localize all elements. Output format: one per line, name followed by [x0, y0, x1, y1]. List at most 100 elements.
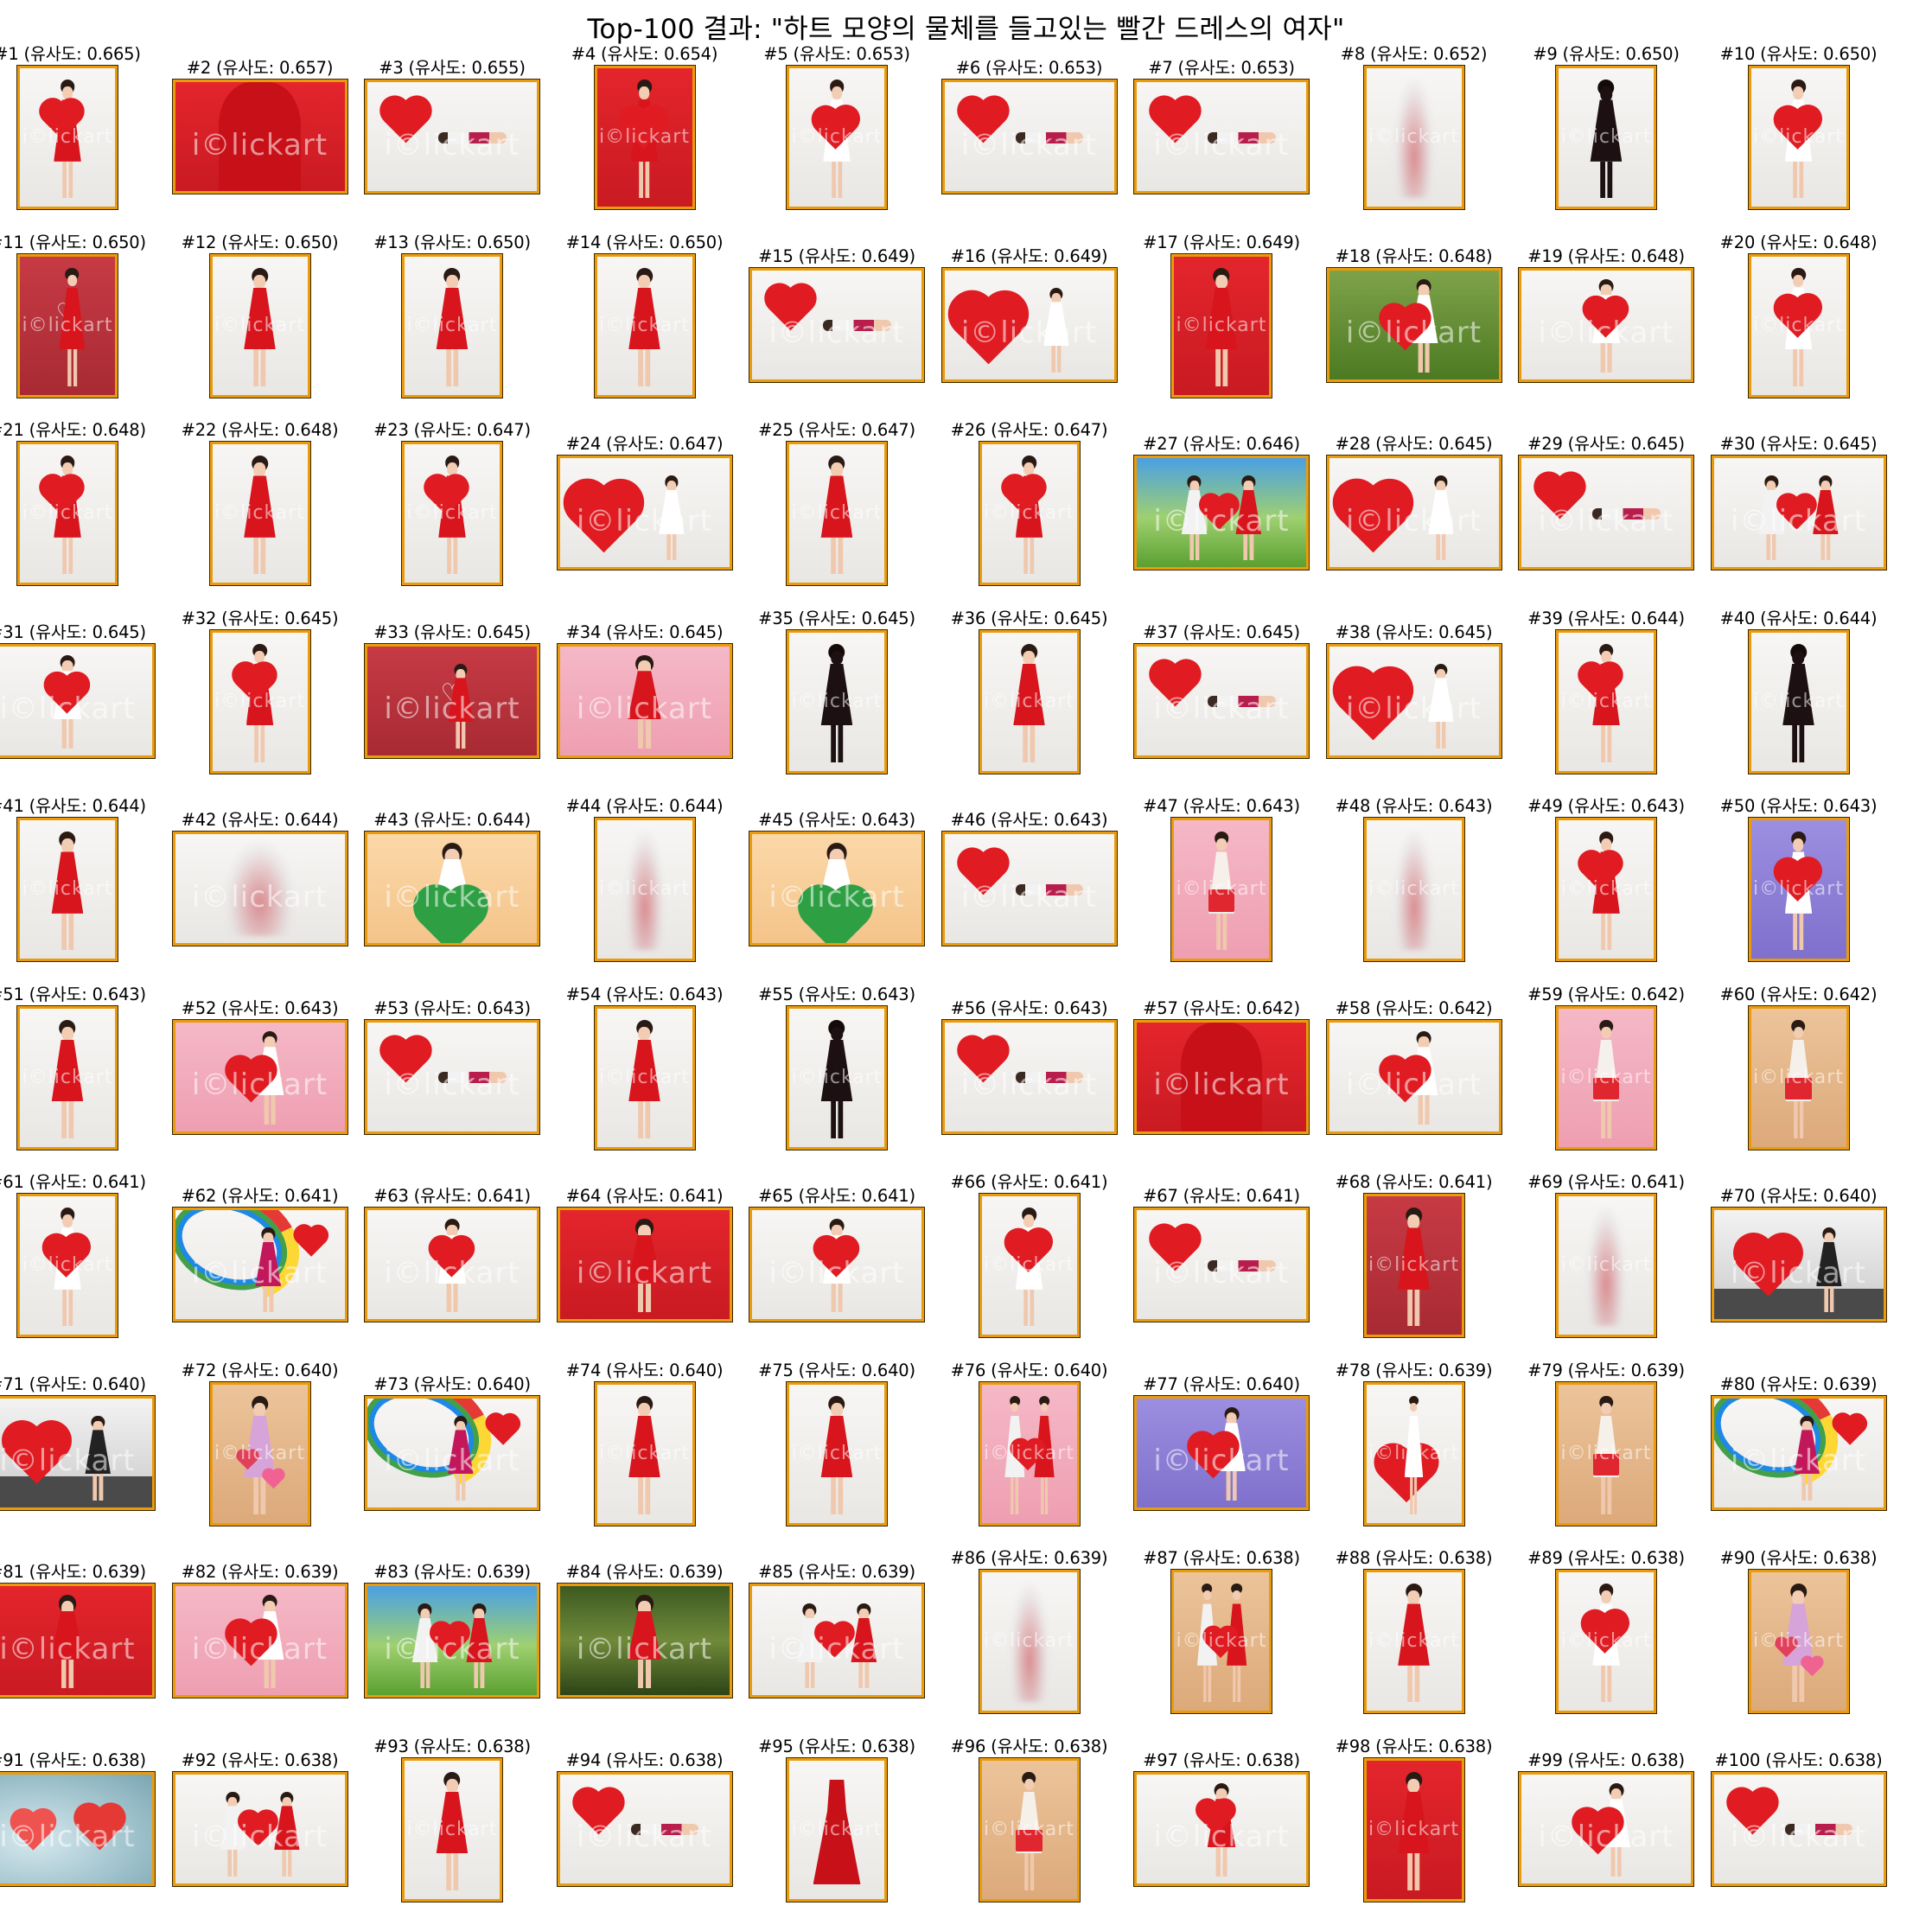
result-thumbnail[interactable]: i©lickart — [171, 1770, 348, 1887]
result-thumbnail[interactable]: i©lickart — [364, 831, 540, 946]
result-thumbnail[interactable]: i©lickart — [208, 441, 311, 586]
result-thumbnail[interactable]: i©lickart — [978, 1193, 1081, 1338]
result-thumbnail[interactable]: i©lickart — [364, 1583, 540, 1698]
result-thumbnail[interactable]: i©lickart — [1555, 1004, 1657, 1150]
result-thumbnail[interactable]: i©lickart — [1170, 1569, 1272, 1714]
result-thumbnail[interactable]: i©lickart — [940, 1018, 1118, 1135]
result-thumbnail[interactable]: i©lickart — [786, 441, 888, 586]
result-thumbnail[interactable]: i©lickart — [1555, 65, 1657, 210]
result-thumbnail[interactable]: i©lickart — [749, 831, 925, 946]
result-thumbnail[interactable]: i©lickart — [171, 79, 348, 194]
result-thumbnail[interactable]: i©lickart — [940, 831, 1118, 946]
result-thumbnail[interactable]: i©lickart — [556, 1207, 733, 1322]
result-thumbnail[interactable]: i©lickart — [364, 1018, 540, 1135]
result-thumbnail[interactable]: i©lickart — [1518, 455, 1694, 570]
result-thumbnail[interactable]: i©lickart — [1555, 1193, 1657, 1338]
result-thumbnail[interactable]: i©lickart — [786, 1380, 888, 1526]
result-thumbnail[interactable]: i©lickart — [16, 65, 118, 210]
result-thumbnail[interactable]: i©lickart — [940, 79, 1118, 194]
result-thumbnail[interactable]: i©lickart — [978, 1756, 1081, 1902]
result-thumbnail[interactable]: i©lickart — [1133, 455, 1310, 570]
result-thumbnail[interactable]: i©lickart — [1747, 1004, 1850, 1150]
result-thumbnail[interactable]: i©lickart — [0, 1394, 156, 1511]
result-thumbnail[interactable]: i©lickart — [364, 1394, 540, 1511]
result-thumbnail[interactable]: i©lickart — [1555, 817, 1657, 962]
result-thumbnail[interactable]: i©lickart — [401, 252, 503, 398]
result-thumbnail[interactable]: i©lickart — [1747, 817, 1850, 962]
result-thumbnail[interactable]: i©lickart — [593, 1380, 696, 1526]
result-thumbnail[interactable]: i©lickart — [401, 1756, 503, 1902]
result-thumbnail[interactable]: i©lickart — [1362, 1380, 1465, 1526]
result-thumbnail[interactable]: i©lickart — [786, 628, 888, 774]
result-thumbnail[interactable]: i©lickart — [0, 1583, 156, 1698]
result-thumbnail[interactable]: i©lickart — [1325, 266, 1502, 383]
result-thumbnail[interactable]: i©lickart — [208, 1380, 311, 1526]
result-thumbnail[interactable]: i©lickart — [556, 1770, 733, 1887]
result-thumbnail[interactable]: i©lickart — [1133, 1207, 1310, 1322]
result-thumbnail[interactable]: i©lickart — [171, 831, 348, 946]
result-thumbnail[interactable]: i©lickart — [1710, 455, 1887, 570]
result-thumbnail[interactable]: i©lickart — [0, 642, 156, 759]
result-thumbnail[interactable]: i©lickart — [1362, 1569, 1465, 1714]
result-thumbnail[interactable]: i©lickart — [593, 252, 696, 398]
result-thumbnail[interactable]: i©lickart — [786, 1756, 888, 1902]
result-thumbnail[interactable]: i©lickart — [1518, 266, 1694, 383]
result-thumbnail[interactable]: i©lickart — [1518, 1770, 1694, 1887]
result-thumbnail[interactable]: i©lickart — [556, 1583, 733, 1698]
result-thumbnail[interactable]: i©lickart — [1362, 1756, 1465, 1902]
result-thumbnail[interactable]: i©lickart — [1710, 1770, 1887, 1887]
result-thumbnail[interactable]: i©lickart — [171, 1207, 348, 1322]
result-thumbnail[interactable]: ♡i©lickart — [16, 252, 118, 398]
result-thumbnail[interactable]: i©lickart — [556, 642, 733, 759]
result-thumbnail[interactable]: i©lickart — [1555, 1380, 1657, 1526]
result-thumbnail[interactable]: i©lickart — [1170, 252, 1272, 398]
result-thumbnail[interactable]: i©lickart — [1362, 65, 1465, 210]
result-thumbnail[interactable]: i©lickart — [978, 1380, 1081, 1526]
result-thumbnail[interactable]: i©lickart — [0, 1770, 156, 1887]
result-thumbnail[interactable]: i©lickart — [1747, 65, 1850, 210]
result-thumbnail[interactable]: i©lickart — [16, 441, 118, 586]
result-thumbnail[interactable]: i©lickart — [208, 252, 311, 398]
result-thumbnail[interactable]: i©lickart — [1325, 1018, 1502, 1135]
result-thumbnail[interactable]: i©lickart — [1325, 642, 1502, 759]
result-thumbnail[interactable]: i©lickart — [593, 817, 696, 962]
result-thumbnail[interactable]: i©lickart — [401, 441, 503, 586]
result-thumbnail[interactable]: i©lickart — [978, 628, 1081, 774]
result-thumbnail[interactable]: i©lickart — [978, 441, 1081, 586]
result-thumbnail[interactable]: i©lickart — [1555, 1569, 1657, 1714]
result-thumbnail[interactable]: i©lickart — [364, 79, 540, 194]
result-thumbnail[interactable]: i©lickart — [1362, 1193, 1465, 1338]
result-thumbnail[interactable]: i©lickart — [16, 817, 118, 962]
result-thumbnail[interactable]: i©lickart — [786, 1004, 888, 1150]
result-thumbnail[interactable]: i©lickart — [16, 1193, 118, 1338]
result-thumbnail[interactable]: i©lickart — [749, 266, 925, 383]
result-thumbnail[interactable]: i©lickart — [208, 628, 311, 774]
result-thumbnail[interactable]: i©lickart — [1555, 628, 1657, 774]
result-thumbnail[interactable]: i©lickart — [749, 1583, 925, 1698]
result-thumbnail[interactable]: i©lickart — [1710, 1207, 1887, 1322]
result-thumbnail[interactable]: i©lickart — [1133, 79, 1310, 194]
result-thumbnail[interactable]: i©lickart — [364, 1207, 540, 1322]
result-thumbnail[interactable]: i©lickart — [1325, 455, 1502, 570]
result-thumbnail[interactable]: i©lickart — [1133, 642, 1310, 759]
result-thumbnail[interactable]: i©lickart — [1133, 1770, 1310, 1887]
result-thumbnail[interactable]: i©lickart — [16, 1004, 118, 1150]
result-thumbnail[interactable]: i©lickart — [1747, 628, 1850, 774]
result-thumbnail[interactable]: i©lickart — [593, 65, 696, 210]
result-thumbnail[interactable]: ♡i©lickart — [364, 642, 540, 759]
result-thumbnail[interactable]: i©lickart — [171, 1018, 348, 1135]
result-thumbnail[interactable]: i©lickart — [1133, 1018, 1310, 1135]
result-thumbnail[interactable]: i©lickart — [1133, 1394, 1310, 1511]
result-thumbnail[interactable]: i©lickart — [556, 455, 733, 570]
result-thumbnail[interactable]: i©lickart — [1362, 817, 1465, 962]
result-thumbnail[interactable]: i©lickart — [1747, 252, 1850, 398]
result-thumbnail[interactable]: i©lickart — [940, 266, 1118, 383]
result-thumbnail[interactable]: i©lickart — [1710, 1394, 1887, 1511]
result-thumbnail[interactable]: i©lickart — [593, 1004, 696, 1150]
result-thumbnail[interactable]: i©lickart — [749, 1207, 925, 1322]
result-thumbnail[interactable]: i©lickart — [171, 1583, 348, 1698]
result-thumbnail[interactable]: i©lickart — [1747, 1569, 1850, 1714]
result-thumbnail[interactable]: i©lickart — [786, 65, 888, 210]
result-thumbnail[interactable]: i©lickart — [1170, 817, 1272, 962]
result-thumbnail[interactable]: i©lickart — [978, 1569, 1081, 1714]
